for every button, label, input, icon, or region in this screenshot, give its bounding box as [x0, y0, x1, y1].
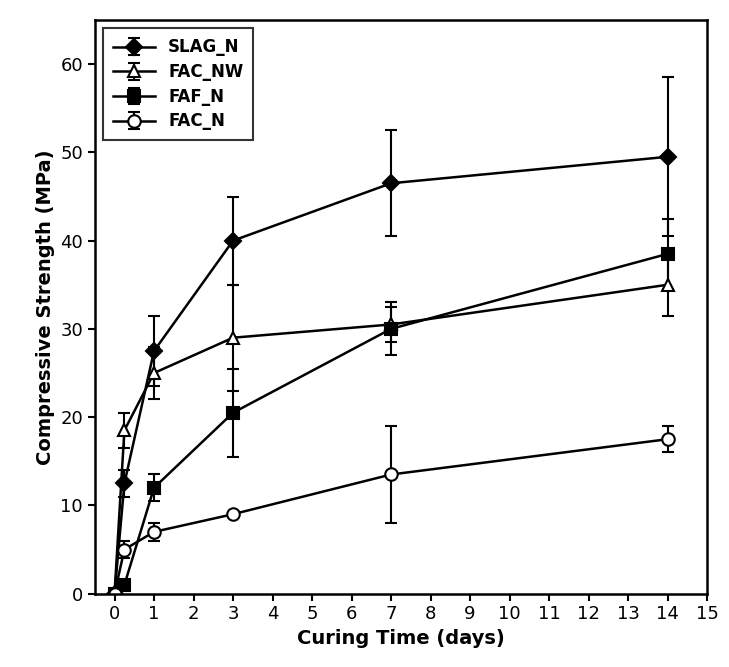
Legend: SLAG_N, FAC_NW, FAF_N, FAC_N: SLAG_N, FAC_NW, FAF_N, FAC_N [103, 28, 254, 140]
X-axis label: Curing Time (days): Curing Time (days) [297, 629, 504, 648]
Y-axis label: Compressive Strength (MPa): Compressive Strength (MPa) [36, 149, 55, 465]
